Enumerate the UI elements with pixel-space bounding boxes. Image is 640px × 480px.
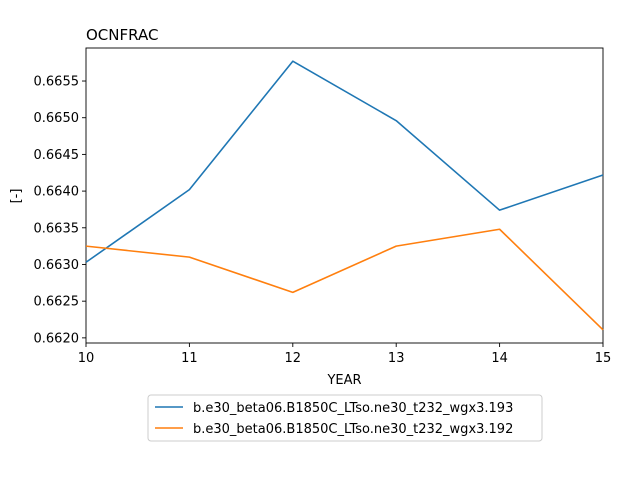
y-axis-title: [-] bbox=[9, 189, 24, 204]
x-axis-title: YEAR bbox=[326, 373, 361, 388]
y-axis: 0.6620 0.6625 0.6630 0.6635 0.6640 0.6645 0.66… bbox=[34, 75, 86, 346]
x-axis: 10 11 12 13 14 15 bbox=[78, 343, 612, 366]
plot-frame bbox=[85, 47, 604, 344]
x-tick-label: 11 bbox=[181, 351, 198, 366]
legend-frame bbox=[147, 394, 543, 442]
y-tick-label: 0.6655 bbox=[34, 75, 80, 90]
series-line-2 bbox=[85, 228, 604, 331]
series-layer bbox=[85, 60, 604, 331]
legend: b.e30_beta06.B1850C_LTso.ne30_t232_wgx3.… bbox=[147, 394, 543, 442]
y-tick-label: 0.6650 bbox=[34, 111, 80, 126]
legend-label-1: b.e30_beta06.B1850C_LTso.ne30_t232_wgx3.… bbox=[193, 401, 513, 416]
y-tick-label: 0.6625 bbox=[34, 295, 80, 310]
x-tick-label: 15 bbox=[595, 351, 612, 366]
x-tick-label: 13 bbox=[388, 351, 405, 366]
y-tick-label: 0.6620 bbox=[34, 331, 80, 346]
y-tick-label: 0.6640 bbox=[34, 185, 80, 200]
chart-title: OCNFRAC bbox=[86, 26, 158, 44]
x-tick-label: 10 bbox=[78, 351, 95, 366]
y-tick-label: 0.6630 bbox=[34, 258, 80, 273]
y-tick-label: 0.6645 bbox=[34, 148, 80, 163]
x-tick-label: 14 bbox=[491, 351, 508, 366]
series-line-1 bbox=[85, 60, 604, 263]
x-tick-label: 12 bbox=[285, 351, 302, 366]
y-tick-label: 0.6635 bbox=[34, 221, 80, 236]
legend-label-2: b.e30_beta06.B1850C_LTso.ne30_t232_wgx3.… bbox=[193, 422, 513, 437]
